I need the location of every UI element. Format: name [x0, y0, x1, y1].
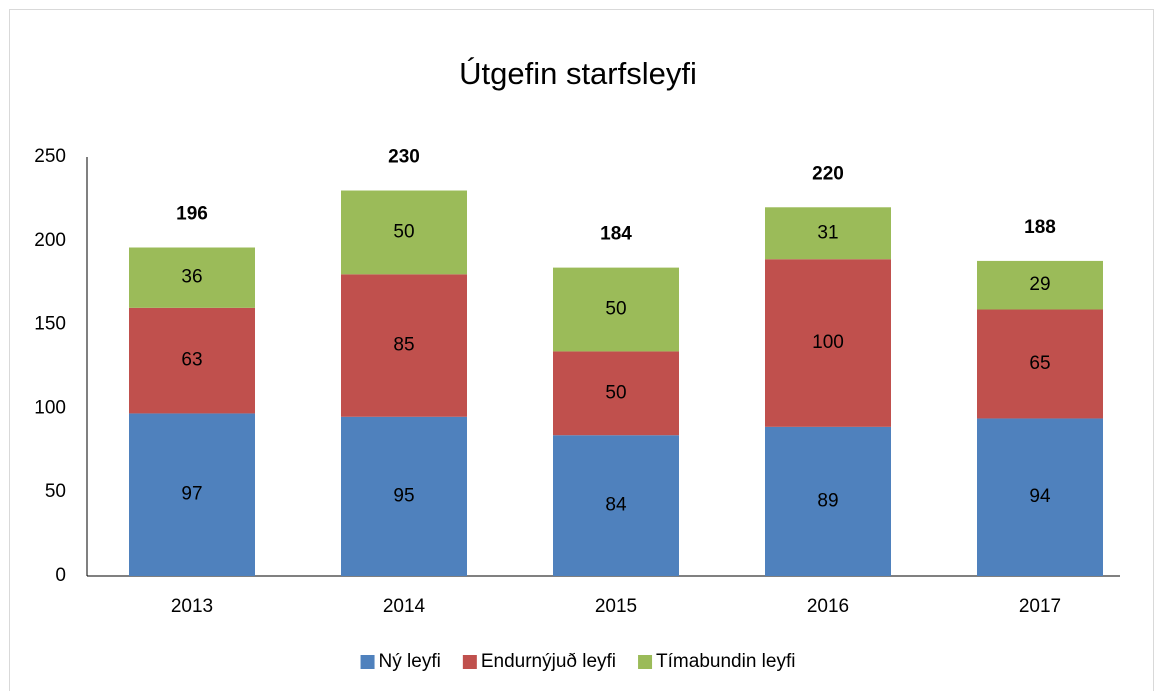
bar-segment: [553, 267, 679, 352]
bar-segment: [129, 307, 255, 414]
x-tick-label: 2015: [595, 596, 637, 617]
data-label: 85: [393, 335, 414, 356]
data-label: 50: [393, 221, 414, 242]
legend-label: Endurnýjuð leyfi: [481, 651, 616, 672]
y-tick-label: 250: [34, 146, 66, 167]
x-tick-label: 2016: [807, 596, 849, 617]
data-label: 65: [1029, 353, 1050, 374]
data-label: 63: [181, 350, 202, 371]
legend-label: Tímabundin leyfi: [656, 651, 795, 672]
legend-swatch: [462, 655, 477, 669]
y-tick-label: 100: [34, 397, 66, 418]
bar-segment: [341, 416, 467, 576]
bar-segment: [977, 260, 1103, 310]
bar-segment: [765, 207, 891, 260]
data-label: 50: [605, 382, 626, 403]
bar-segment: [129, 247, 255, 308]
x-tick-label: 2017: [1019, 596, 1061, 617]
x-tick-label: 2013: [171, 596, 213, 617]
bar-segment: [977, 418, 1103, 576]
y-tick-label: 150: [34, 314, 66, 335]
bar-segment: [553, 351, 679, 436]
bar-segment: [553, 435, 679, 576]
data-label: 100: [812, 332, 844, 353]
data-label: 84: [605, 495, 627, 516]
legend-label: Ný leyfi: [379, 651, 441, 672]
total-label: 184: [600, 224, 632, 245]
total-label: 220: [812, 163, 844, 184]
bar-segment: [765, 259, 891, 427]
data-label: 36: [181, 267, 202, 288]
data-label: 89: [817, 490, 838, 511]
data-label: 50: [605, 299, 626, 320]
data-label: 97: [181, 484, 202, 505]
data-label: 95: [393, 485, 414, 506]
total-label: 230: [388, 147, 420, 168]
bar-segment: [765, 426, 891, 576]
bar-segment: [977, 309, 1103, 419]
legend-swatch: [360, 655, 375, 669]
y-tick-label: 50: [45, 481, 66, 502]
x-tick-label: 2014: [383, 596, 426, 617]
bar-segment: [129, 413, 255, 576]
total-label: 196: [176, 204, 208, 225]
bar-segment: [341, 274, 467, 417]
bar-segment: [341, 190, 467, 275]
data-label: 94: [1029, 486, 1051, 507]
data-label: 29: [1029, 274, 1050, 295]
data-label: 31: [817, 222, 838, 243]
chart-title: Útgefin starfsleyfi: [459, 56, 697, 91]
y-tick-label: 200: [34, 230, 66, 251]
total-label: 188: [1024, 217, 1056, 238]
y-tick-label: 0: [55, 565, 66, 586]
legend-swatch: [638, 655, 653, 669]
